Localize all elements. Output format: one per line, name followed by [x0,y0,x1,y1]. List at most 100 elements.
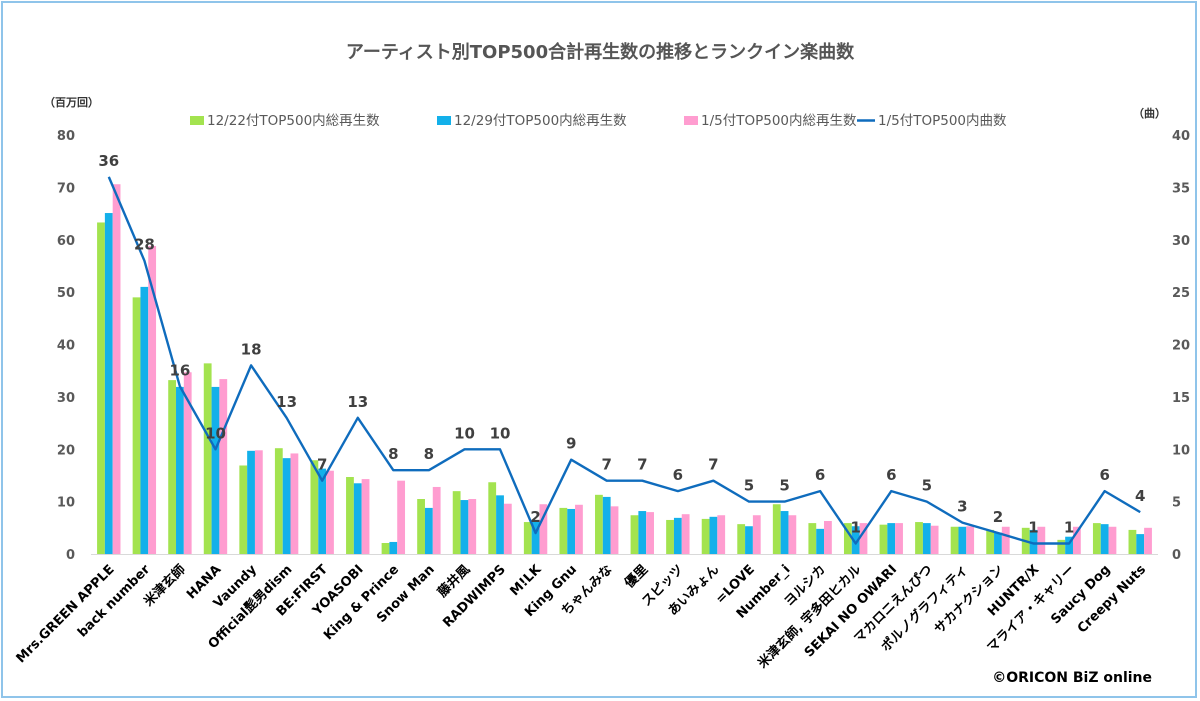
song-count-label: 10 [490,424,511,442]
x-tick-label: 優里 [621,562,651,592]
bar-jan5 [112,184,121,555]
bar-dec22 [168,380,177,554]
bar-dec29 [994,532,1002,554]
bar-dec29 [211,386,220,554]
bar-dec22 [950,526,959,554]
bar-dec22 [488,482,497,554]
bar-dec22 [1128,529,1137,554]
bar-dec22 [737,524,746,554]
bar-jan5 [148,246,157,555]
song-count-label: 1 [1028,519,1038,537]
bar-dec29 [531,521,540,554]
song-count-label: 2 [530,508,540,526]
song-count-label: 18 [241,340,262,358]
y-tick-right: 25 [1172,286,1190,301]
right-axis-unit: （曲） [1133,106,1166,120]
bar-jan5 [895,523,903,554]
bar-dec29 [567,508,576,554]
song-count-label: 13 [276,393,297,411]
legend: 12/22付TOP500内総再生数 12/29付TOP500内総再生数 1/5付TO… [190,113,1007,129]
song-count-label: 5 [744,477,754,495]
bar-jan5 [397,480,406,554]
song-count-label: 6 [815,466,825,484]
y-tick-left: 10 [57,496,75,511]
song-count-line [107,176,1141,545]
song-count-label: 16 [169,361,190,379]
song-count-label: 9 [566,435,576,453]
song-count-label: 5 [779,477,789,495]
bar-dec29 [282,458,291,554]
chart-title: アーティスト別TOP500合計再生数の推移とランクイン楽曲数 [346,41,855,63]
bar-dec22 [310,460,319,554]
y-tick-right: 35 [1172,181,1190,196]
y-tick-left: 50 [57,286,75,301]
bar-jan5 [503,503,512,554]
bar-jan5 [1108,526,1117,554]
song-count-label: 8 [424,445,434,463]
bar-jan5 [575,504,583,554]
bar-dec29 [1065,536,1073,554]
song-count-label: 10 [454,424,475,442]
bar-dec22 [915,522,923,554]
bar-series [97,184,1152,555]
bar-dec22 [417,499,425,554]
bar-jan5 [859,523,868,554]
bar-jan5 [752,515,761,554]
y-tick-right: 5 [1172,496,1181,511]
bar-jan5 [824,521,832,554]
bar-dec22 [666,519,674,554]
bar-dec29 [140,286,149,554]
bar-jan5 [610,506,619,554]
y-tick-left: 60 [57,234,75,249]
y-tick-left: 20 [57,443,75,458]
bar-dec29 [104,213,113,555]
y-tick-left: 0 [66,548,75,563]
song-count-label: 13 [347,393,368,411]
song-count-label: 5 [922,477,932,495]
bar-dec29 [1100,524,1109,554]
bar-dec29 [638,511,647,554]
y-tick-left: 70 [57,181,75,196]
y-tick-right: 0 [1172,548,1181,563]
bar-dec29 [709,516,718,554]
y-tick-right: 40 [1172,129,1190,144]
y-tick-right: 15 [1172,391,1190,406]
y-tick-right: 20 [1172,339,1190,354]
bar-jan5 [1037,526,1046,554]
bar-jan5 [468,499,477,554]
bar-dec29 [389,541,398,554]
bar-dec22 [701,518,710,554]
bar-jan5 [219,379,228,554]
line-series [107,176,1141,545]
song-count-label: 7 [317,456,327,474]
legend-swatch [684,116,698,125]
y-tick-left: 40 [57,339,75,354]
song-count-label: 28 [134,236,155,254]
bar-jan5 [966,526,975,554]
bar-jan5 [1144,527,1152,554]
legend-label: 12/22付TOP500内総再生数 [207,113,380,129]
bar-dec22 [132,297,141,554]
credit: ©ORICON BiZ online [992,670,1152,686]
bar-jan5 [681,514,690,554]
legend-label: 12/29付TOP500内総再生数 [454,113,627,129]
bar-dec29 [745,526,753,554]
song-count-label: 8 [388,445,398,463]
bar-dec22 [986,529,995,554]
bar-jan5 [788,515,797,554]
y-tick-right: 10 [1172,443,1190,458]
bar-dec22 [1092,523,1101,554]
bar-dec29 [780,511,789,554]
bar-dec29 [176,386,184,554]
legend-swatch [190,116,204,125]
song-count-label: 36 [98,152,119,170]
song-count-label: 6 [886,466,896,484]
song-count-label: 10 [205,424,226,442]
bar-jan5 [1001,526,1010,554]
bar-dec29 [1029,529,1038,554]
song-count-label: 7 [601,456,611,474]
bar-dec22 [1057,539,1066,554]
bar-jan5 [432,486,441,554]
y-axis-right: 0 5 10 15 20 25 30 35 40 [1172,129,1190,563]
song-count-label: 1 [850,519,860,537]
